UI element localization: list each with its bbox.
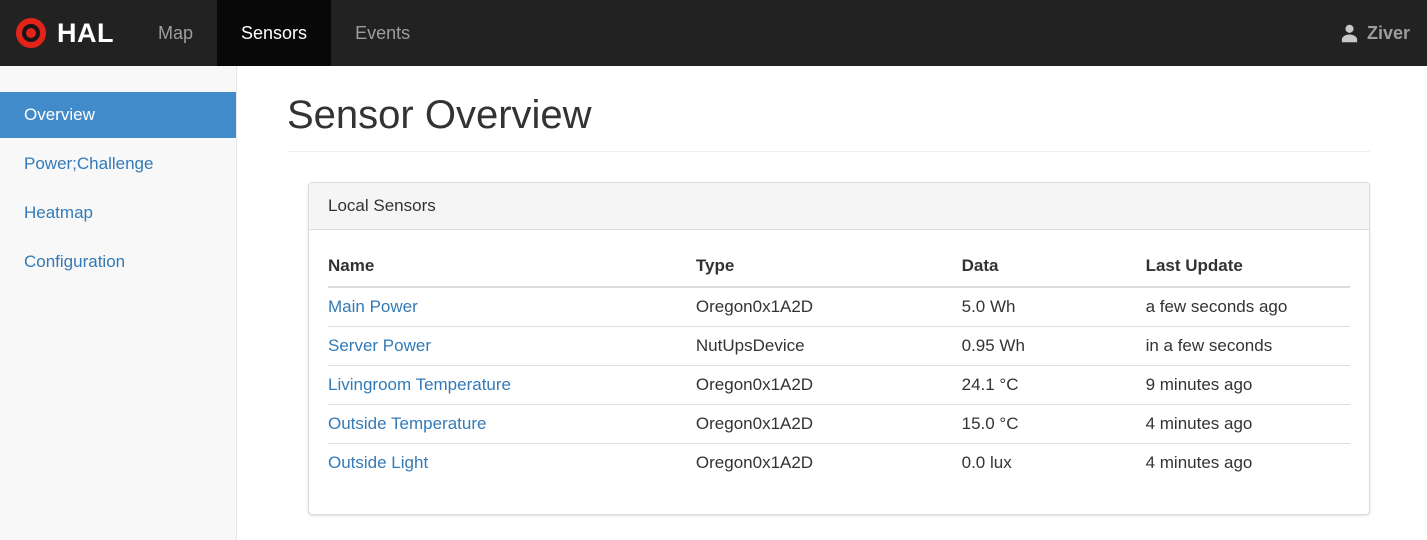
sensor-type: Oregon0x1A2D — [695, 287, 962, 327]
brand-label: HAL — [57, 17, 114, 48]
column-header-last-update: Last Update — [1145, 245, 1350, 288]
column-header-data: Data — [961, 245, 1146, 288]
panel-title: Local Sensors — [309, 183, 1369, 230]
sensor-table: Name Type Data Last Update Main Power Ore… — [328, 245, 1350, 482]
main-nav: Map Sensors Events — [134, 0, 434, 66]
nav-item-events[interactable]: Events — [355, 22, 411, 43]
page-header: Sensor Overview — [287, 93, 1370, 152]
sensor-type: Oregon0x1A2D — [695, 404, 962, 444]
sensor-data-value: 24.1 °C — [961, 365, 1146, 405]
sensor-type: NutUpsDevice — [695, 326, 962, 366]
nav-item-sensors[interactable]: Sensors — [217, 0, 332, 66]
table-header-row: Name Type Data Last Update — [328, 245, 1350, 288]
local-sensors-panel: Local Sensors Name Type Data Last Update… — [308, 182, 1370, 515]
sensor-name-link[interactable]: Outside Temperature — [328, 414, 487, 433]
column-header-name: Name — [328, 245, 696, 288]
sidebar-item-power-challenge[interactable]: Power;Challenge — [24, 154, 154, 173]
sensor-type: Oregon0x1A2D — [695, 365, 962, 405]
user-menu[interactable]: Ziver — [1322, 0, 1427, 66]
table-row: Livingroom Temperature Oregon0x1A2D 24.1 °… — [328, 365, 1350, 405]
sensor-name-link[interactable]: Livingroom Temperature — [328, 375, 511, 394]
table-row: Main Power Oregon0x1A2D 5.0 Wh a few second… — [328, 287, 1350, 327]
top-navbar: HAL Map Sensors Events Ziver — [0, 0, 1427, 66]
sidebar-item-configuration[interactable]: Configuration — [24, 252, 126, 271]
navbar-spacer — [434, 0, 1322, 66]
sensor-last-update: 9 minutes ago — [1145, 365, 1350, 405]
sensor-last-update: 4 minutes ago — [1145, 453, 1253, 472]
sensor-name-link[interactable]: Outside Light — [328, 453, 429, 472]
main-content: Sensor Overview Local Sensors Name Type … — [237, 66, 1427, 540]
page-title: Sensor Overview — [287, 93, 592, 137]
nav-item-map[interactable]: Map — [158, 22, 194, 43]
sensor-name-link[interactable]: Server Power — [328, 336, 431, 355]
sensor-name-link[interactable]: Main Power — [328, 297, 418, 316]
person-icon — [1339, 23, 1360, 44]
table-row: Outside Temperature Oregon0x1A2D 15.0 °C 4 … — [328, 404, 1350, 444]
sensor-data-value: 15.0 °C — [961, 404, 1146, 444]
sensor-last-update: a few seconds ago — [1145, 287, 1350, 327]
user-name: Ziver — [1366, 22, 1410, 43]
sidebar-item-overview[interactable]: Overview — [0, 92, 236, 138]
panel-body: Name Type Data Last Update Main Power Ore… — [309, 230, 1369, 514]
sensor-data-value: 5.0 Wh — [961, 287, 1146, 327]
bullseye-icon — [16, 18, 46, 48]
sensor-data-value: 0.95 Wh — [961, 326, 1146, 366]
sensor-last-update: in a few seconds — [1145, 326, 1350, 366]
sidebar-item-heatmap[interactable]: Heatmap — [24, 203, 93, 222]
column-header-type: Type — [695, 245, 962, 288]
sensor-type: Oregon0x1A2D — [695, 453, 814, 472]
sidebar: Overview Power;Challenge Heatmap Configu… — [0, 66, 237, 540]
table-row: Server Power NutUpsDevice 0.95 Wh in a few … — [328, 326, 1350, 366]
brand[interactable]: HAL — [0, 0, 134, 66]
table-row: Outside Light Oregon0x1A2D 0.0 lux 4 minute… — [328, 444, 1350, 483]
sensor-last-update: 4 minutes ago — [1145, 404, 1350, 444]
sensor-data-value: 0.0 lux — [961, 453, 1012, 472]
page-layout: Overview Power;Challenge Heatmap Configu… — [0, 66, 1427, 540]
sensor-table-body: Main Power Oregon0x1A2D 5.0 Wh a few second… — [328, 287, 1350, 482]
